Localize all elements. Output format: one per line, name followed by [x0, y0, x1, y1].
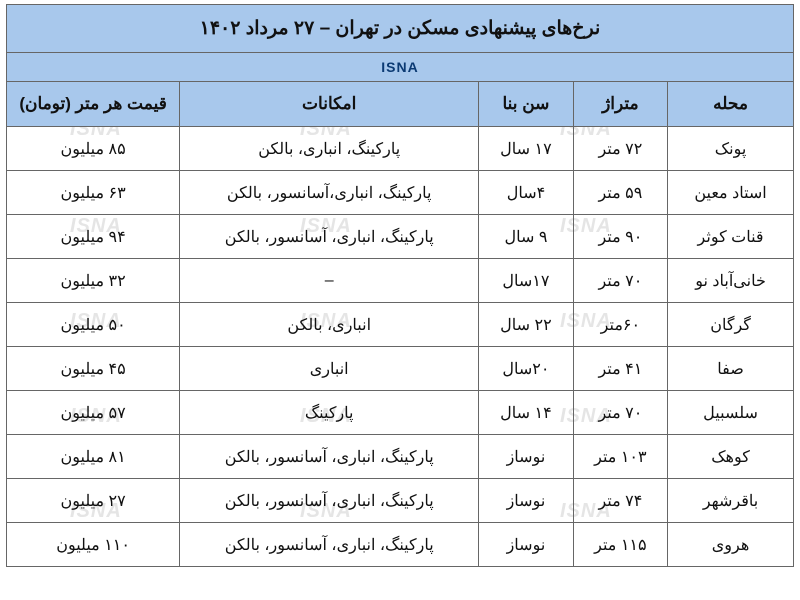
- table-body: پونک۷۲ متر۱۷ سالپارکینگ، انباری، بالکن۸۵…: [7, 127, 794, 567]
- housing-prices-table: نرخ‌های پیشنهادی مسکن در تهران – ۲۷ مردا…: [6, 4, 794, 567]
- table-row: پونک۷۲ متر۱۷ سالپارکینگ، انباری، بالکن۸۵…: [7, 127, 794, 171]
- table-row: صفا۴۱ متر۲۰سالانباری۴۵ میلیون: [7, 347, 794, 391]
- cell-price: ۶۳ میلیون: [7, 171, 180, 215]
- table-row: گرگان۶۰متر۲۲ سالانباری، بالکن۵۰ میلیون: [7, 303, 794, 347]
- cell-age: ۲۰سال: [479, 347, 573, 391]
- table-container: نرخ‌های پیشنهادی مسکن در تهران – ۲۷ مردا…: [0, 0, 800, 571]
- cell-features: انباری: [180, 347, 479, 391]
- cell-age: ۲۲ سال: [479, 303, 573, 347]
- col-header-features: امکانات: [180, 82, 479, 127]
- cell-district: پونک: [668, 127, 794, 171]
- cell-price: ۲۷ میلیون: [7, 479, 180, 523]
- cell-district: کوهک: [668, 435, 794, 479]
- cell-area: ۹۰ متر: [573, 215, 667, 259]
- cell-age: ۱۴ سال: [479, 391, 573, 435]
- table-title: نرخ‌های پیشنهادی مسکن در تهران – ۲۷ مردا…: [7, 5, 794, 53]
- cell-area: ۶۰متر: [573, 303, 667, 347]
- cell-price: ۴۵ میلیون: [7, 347, 180, 391]
- cell-price: ۵۰ میلیون: [7, 303, 180, 347]
- cell-features: پارکینگ: [180, 391, 479, 435]
- cell-age: نوساز: [479, 523, 573, 567]
- cell-district: خانی‌آباد نو: [668, 259, 794, 303]
- cell-area: ۱۱۵ متر: [573, 523, 667, 567]
- cell-price: ۸۵ میلیون: [7, 127, 180, 171]
- cell-features: پارکینگ، انباری، آسانسور، بالکن: [180, 435, 479, 479]
- cell-features: پارکینگ، انباری، آسانسور، بالکن: [180, 215, 479, 259]
- cell-district: باقرشهر: [668, 479, 794, 523]
- cell-price: ۹۴ میلیون: [7, 215, 180, 259]
- table-source: ISNA: [7, 53, 794, 82]
- cell-price: ۸۱ میلیون: [7, 435, 180, 479]
- table-row: استاد معین۵۹ متر۴سالپارکینگ، انباری،آسان…: [7, 171, 794, 215]
- table-row: خانی‌آباد نو۷۰ متر۱۷سال–۳۲ میلیون: [7, 259, 794, 303]
- cell-area: ۷۲ متر: [573, 127, 667, 171]
- cell-features: پارکینگ، انباری،آسانسور، بالکن: [180, 171, 479, 215]
- cell-district: هروی: [668, 523, 794, 567]
- col-header-area: متراژ: [573, 82, 667, 127]
- cell-features: پارکینگ، انباری، آسانسور، بالکن: [180, 523, 479, 567]
- cell-area: ۴۱ متر: [573, 347, 667, 391]
- cell-district: استاد معین: [668, 171, 794, 215]
- cell-price: ۳۲ میلیون: [7, 259, 180, 303]
- cell-age: ۹ سال: [479, 215, 573, 259]
- cell-area: ۵۹ متر: [573, 171, 667, 215]
- cell-age: نوساز: [479, 479, 573, 523]
- table-row: باقرشهر۷۴ مترنوسازپارکینگ، انباری، آسانس…: [7, 479, 794, 523]
- cell-features: پارکینگ، انباری، بالکن: [180, 127, 479, 171]
- table-row: کوهک۱۰۳ مترنوسازپارکینگ، انباری، آسانسور…: [7, 435, 794, 479]
- cell-age: ۴سال: [479, 171, 573, 215]
- cell-district: سلسبیل: [668, 391, 794, 435]
- cell-price: ۵۷ میلیون: [7, 391, 180, 435]
- table-row: سلسبیل۷۰ متر۱۴ سالپارکینگ۵۷ میلیون: [7, 391, 794, 435]
- cell-area: ۷۴ متر: [573, 479, 667, 523]
- cell-features: پارکینگ، انباری، آسانسور، بالکن: [180, 479, 479, 523]
- cell-features: –: [180, 259, 479, 303]
- cell-age: نوساز: [479, 435, 573, 479]
- cell-district: صفا: [668, 347, 794, 391]
- cell-district: قنات کوثر: [668, 215, 794, 259]
- cell-area: ۱۰۳ متر: [573, 435, 667, 479]
- cell-price: ۱۱۰ میلیون: [7, 523, 180, 567]
- col-header-price: قیمت هر متر (تومان): [7, 82, 180, 127]
- cell-area: ۷۰ متر: [573, 391, 667, 435]
- cell-age: ۱۷سال: [479, 259, 573, 303]
- col-header-age: سن بنا: [479, 82, 573, 127]
- col-header-district: محله: [668, 82, 794, 127]
- table-row: هروی۱۱۵ مترنوسازپارکینگ، انباری، آسانسور…: [7, 523, 794, 567]
- cell-district: گرگان: [668, 303, 794, 347]
- cell-features: انباری، بالکن: [180, 303, 479, 347]
- table-row: قنات کوثر۹۰ متر۹ سالپارکینگ، انباری، آسا…: [7, 215, 794, 259]
- cell-age: ۱۷ سال: [479, 127, 573, 171]
- cell-area: ۷۰ متر: [573, 259, 667, 303]
